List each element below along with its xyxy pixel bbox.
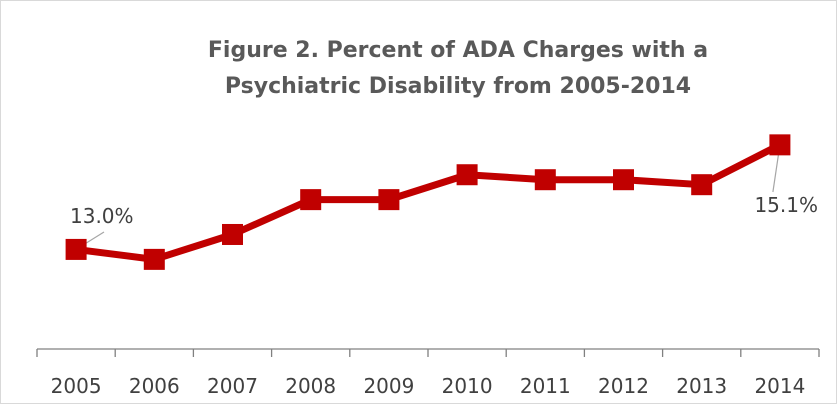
- data-point-2009: [378, 189, 400, 211]
- data-point-2014: [769, 134, 791, 156]
- chart-title-line-2: Psychiatric Disability from 2005-2014: [225, 74, 691, 99]
- series-markers: [65, 134, 791, 270]
- data-point-2006: [143, 248, 165, 270]
- data-point-2012: [613, 169, 634, 191]
- x-tick-label: 2008: [285, 374, 336, 398]
- data-point-2010: [456, 164, 478, 186]
- x-tick-label: 2014: [754, 374, 805, 398]
- series-line-path: [72, 141, 784, 263]
- x-tick-label: 2007: [207, 374, 258, 398]
- x-tick-label: 2005: [51, 374, 102, 398]
- data-point-2007: [222, 223, 243, 245]
- data-point-2013: [691, 174, 713, 196]
- x-axis: 2005 2006 2007 2008 2009 2010 2011 2012 2013 2014: [36, 348, 820, 398]
- x-tick-label: 2006: [129, 374, 180, 398]
- chart-title-line-1: Figure 2. Percent of ADA Charges with a: [208, 38, 708, 63]
- data-point-2011: [534, 169, 556, 191]
- data-labels: 13.0% 15.1%: [70, 193, 818, 228]
- data-label-2005: 13.0%: [70, 204, 134, 228]
- series-line: [72, 141, 784, 263]
- x-tick-label: 2009: [363, 374, 414, 398]
- data-label-2014: 15.1%: [754, 193, 818, 217]
- data-point-2008: [300, 189, 322, 211]
- data-point-2005: [65, 238, 87, 260]
- x-tick-label: 2010: [442, 374, 493, 398]
- x-tick-label: 2011: [520, 374, 571, 398]
- x-tick-label: 2013: [676, 374, 727, 398]
- x-tick-label: 2012: [598, 374, 649, 398]
